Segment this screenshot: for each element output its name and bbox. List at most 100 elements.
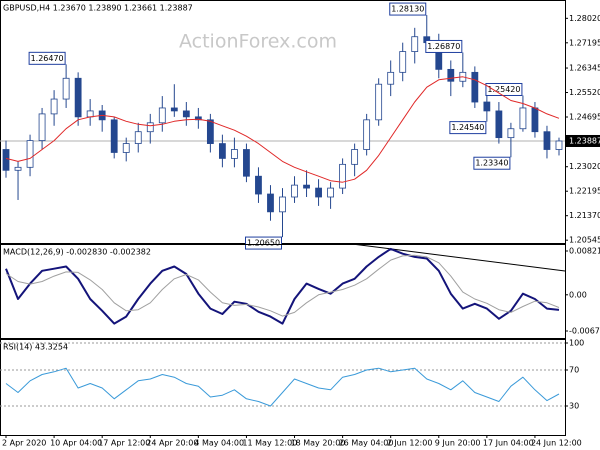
x-tick-label: 2 Apr 2020 xyxy=(2,439,46,448)
candle-body xyxy=(38,113,46,142)
price-label: 1.20650 xyxy=(247,239,280,248)
pane-title: MACD(12,26,9) -0.002830 -0.002382 xyxy=(3,248,151,257)
last-price-label: 1.23887 xyxy=(569,136,600,145)
candle-body xyxy=(375,83,383,121)
pane-border xyxy=(0,0,566,244)
candle-body xyxy=(2,149,10,171)
candle-body xyxy=(206,119,214,144)
y-tick-label: 100 xyxy=(569,339,584,348)
watermark: ActionForex.com xyxy=(179,31,337,53)
y-tick-label: 30 xyxy=(569,402,579,411)
candle-body xyxy=(231,149,238,159)
candle-body xyxy=(471,71,479,103)
pane-title: GBPUSD,H4 1.23670 1.23890 1.23661 1.2388… xyxy=(3,4,193,13)
candle-body xyxy=(279,196,286,213)
candle-body xyxy=(495,110,503,139)
candle-body xyxy=(555,140,563,150)
price-label: 1.23340 xyxy=(475,159,508,168)
y-tick-label: 1.24695 xyxy=(569,113,600,122)
candle-body xyxy=(255,175,262,195)
x-tick-label: 10 Apr 04:00 xyxy=(50,439,102,448)
last-price-box xyxy=(566,134,600,147)
candle-body xyxy=(110,119,118,153)
price-label-box xyxy=(473,156,511,170)
y-tick-label: 1.23020 xyxy=(569,162,600,171)
price-label-box xyxy=(28,51,66,65)
candle-body xyxy=(182,110,190,118)
candle-body xyxy=(387,71,395,85)
candle-body xyxy=(146,122,154,133)
x-tick-label: 17 Jun 04:00 xyxy=(483,439,534,448)
trend-line xyxy=(351,243,566,272)
y-tick-label: 1.25520 xyxy=(569,88,600,97)
x-tick-label: 24 Jun 12:00 xyxy=(531,439,582,448)
candle-body xyxy=(62,77,70,100)
series-line xyxy=(5,254,560,317)
candle-body xyxy=(158,107,166,124)
candle-body xyxy=(399,51,407,73)
candle-body xyxy=(243,149,250,177)
y-tick-label: 1.26345 xyxy=(569,64,600,73)
candle-body xyxy=(483,101,491,112)
price-label: 1.26870 xyxy=(427,42,460,51)
candle-body xyxy=(519,107,527,130)
candle-body xyxy=(86,110,94,118)
candle-body xyxy=(14,166,22,171)
candle-body xyxy=(339,163,347,189)
x-tick-label: 4 May 04:00 xyxy=(194,439,244,448)
x-tick-label: 11 May 12:00 xyxy=(242,439,297,448)
price-label: 1.25420 xyxy=(487,85,520,94)
candle-body xyxy=(507,128,515,139)
candle-body xyxy=(134,131,142,144)
price-label-box xyxy=(389,2,427,16)
y-tick-label: 0.00 xyxy=(569,290,587,299)
candle-body xyxy=(74,77,82,118)
candle-body xyxy=(218,143,226,159)
series-line xyxy=(5,367,560,407)
price-label-box xyxy=(245,236,282,250)
x-tick-label: 17 Apr 12:00 xyxy=(98,439,150,448)
candle-body xyxy=(267,193,274,213)
candle-body xyxy=(50,98,58,115)
candle-body xyxy=(315,187,322,198)
candle-body xyxy=(351,149,359,165)
candle-body xyxy=(303,184,310,189)
y-tick-label: 1.21370 xyxy=(569,211,600,220)
y-tick-label: 70 xyxy=(569,366,579,375)
y-tick-label: 1.20545 xyxy=(569,236,600,245)
x-tick-label: 18 May 20:00 xyxy=(291,439,346,448)
candle-body xyxy=(411,36,419,52)
candle-body xyxy=(26,140,34,168)
pane-title: RSI(14) 43.3254 xyxy=(3,343,68,352)
candle-body xyxy=(194,116,202,121)
price-label-box xyxy=(485,82,523,96)
x-tick-label: 24 Apr 20:00 xyxy=(146,439,198,448)
x-tick-label: 26 May 04:00 xyxy=(339,439,394,448)
y-tick-label: 1.28020 xyxy=(569,14,600,23)
candle-body xyxy=(291,184,298,198)
y-tick-label: -0.006796 xyxy=(569,327,600,336)
candle-body xyxy=(531,107,539,133)
series-line xyxy=(5,247,560,325)
candle-body xyxy=(327,187,334,198)
price-label: 1.26470 xyxy=(31,54,64,63)
y-tick-label: 0.008213 xyxy=(569,247,600,256)
candle-body xyxy=(543,131,551,150)
price-label: 1.28130 xyxy=(391,5,424,14)
candle-body xyxy=(447,68,455,82)
candle-body xyxy=(170,107,178,112)
price-label-box xyxy=(425,39,463,53)
pane-border xyxy=(0,339,566,436)
series-line xyxy=(5,76,560,183)
pane-border xyxy=(0,244,566,339)
price-label: 1.24540 xyxy=(451,123,484,132)
price-label-box xyxy=(449,121,487,135)
y-tick-label: 1.27195 xyxy=(569,38,600,47)
y-tick-label: 1.22195 xyxy=(569,187,600,196)
x-tick-label: 9 Jun 20:00 xyxy=(435,439,481,448)
x-tick-label: 2 Jun 12:00 xyxy=(387,439,433,448)
candle-body xyxy=(363,119,371,150)
